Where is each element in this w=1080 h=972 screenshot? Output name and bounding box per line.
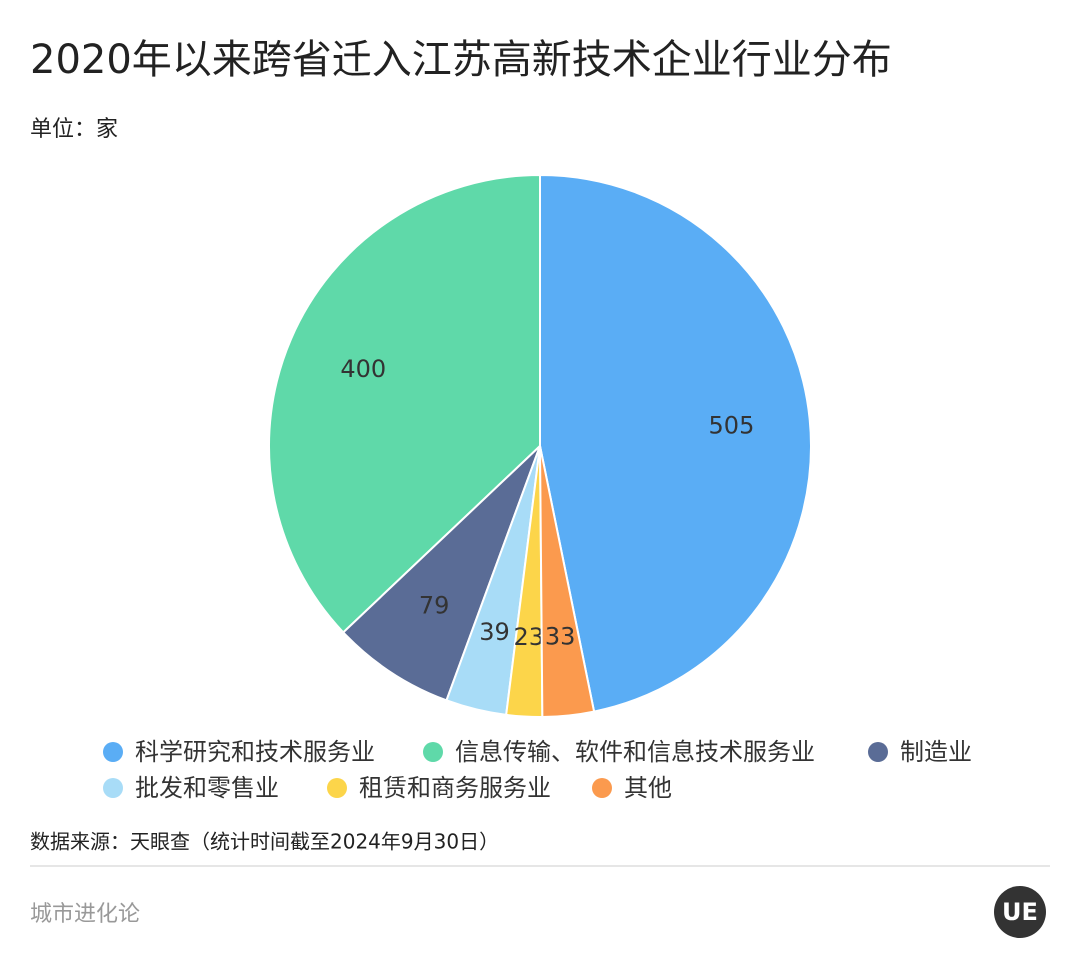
data-label: 23: [514, 623, 545, 651]
data-label: 33: [545, 622, 576, 650]
chart-title: 2020年以来跨省迁入江苏高新技术企业行业分布: [30, 37, 892, 83]
data-label: 39: [479, 618, 510, 646]
pie-slice: [341, 445, 541, 702]
legend-label: 租赁和商务服务业: [359, 774, 551, 802]
legend-label: 批发和零售业: [135, 774, 279, 802]
legend-label: 制造业: [900, 738, 972, 766]
legend-marker: [592, 778, 612, 798]
legend-label: 信息传输、软件和信息技术服务业: [455, 738, 815, 766]
legend-marker: [103, 742, 123, 762]
legend-label: 科学研究和技术服务业: [135, 738, 375, 766]
data-label: 79: [419, 592, 450, 620]
legend-marker: [868, 742, 888, 762]
legend-marker: [103, 778, 123, 798]
chart-subtitle: 单位：家: [30, 117, 118, 142]
data-label: 400: [340, 355, 386, 383]
legend-marker: [327, 778, 347, 798]
pie-slice: [539, 173, 812, 713]
data-label: 505: [709, 412, 755, 440]
legend-label: 其他: [624, 774, 672, 802]
pie-slice: [539, 445, 596, 718]
logo-circle: [994, 886, 1046, 938]
logo: UE: [1002, 898, 1038, 926]
brand: 城市进化论: [30, 902, 140, 927]
legend-marker: [423, 742, 443, 762]
pie-slice: [268, 173, 541, 634]
source: 数据来源：天眼查（统计时间截至2024年9月30日）: [30, 830, 499, 854]
